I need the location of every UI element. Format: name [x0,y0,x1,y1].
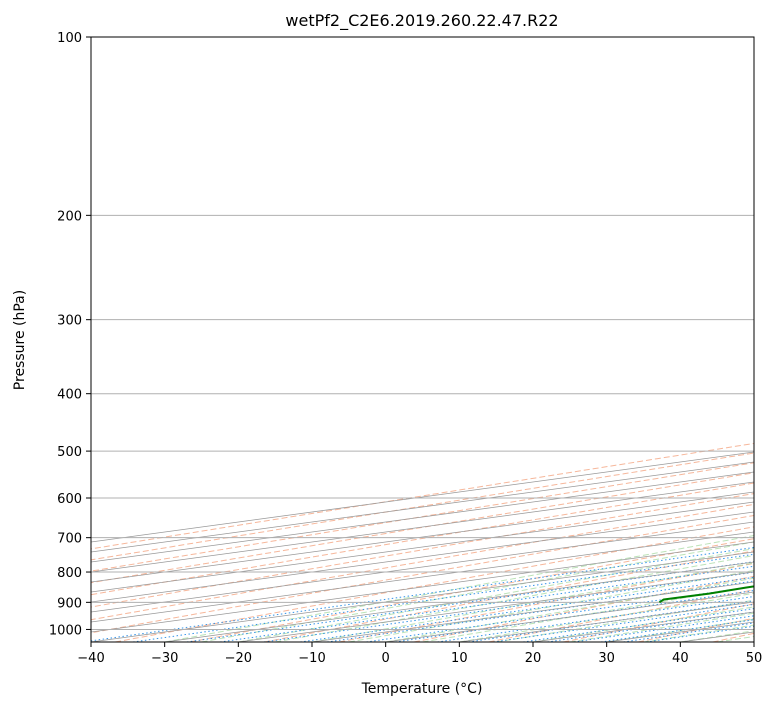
x-tick-label: −20 [225,651,252,666]
y-tick-label: 900 [57,596,82,611]
x-tick-label: −40 [77,651,104,666]
y-axis-label: Pressure (hPa) [12,290,28,390]
x-tick-label: 10 [451,651,468,666]
y-tick-label: 500 [57,445,82,460]
x-tick-label: 40 [672,651,689,666]
x-tick-label: 50 [746,651,763,666]
chart-title: wetPf2_C2E6.2019.260.22.47.R22 [285,11,558,31]
x-axis-label: Temperature (°C) [361,681,483,697]
x-tick-label: 30 [598,651,615,666]
y-tick-label: 400 [57,388,82,403]
x-tick-label: −10 [298,651,325,666]
y-tick-label: 800 [57,566,82,581]
x-tick-label: −30 [151,651,178,666]
y-tick-label: 700 [57,532,82,547]
y-tick-label: 100 [57,31,82,46]
y-tick-label: 600 [57,492,82,507]
y-tick-label: 1000 [49,623,82,638]
y-tick-label: 300 [57,314,82,329]
x-tick-label: 0 [382,651,390,666]
y-tick-label: 200 [57,209,82,224]
x-tick-label: 20 [525,651,542,666]
